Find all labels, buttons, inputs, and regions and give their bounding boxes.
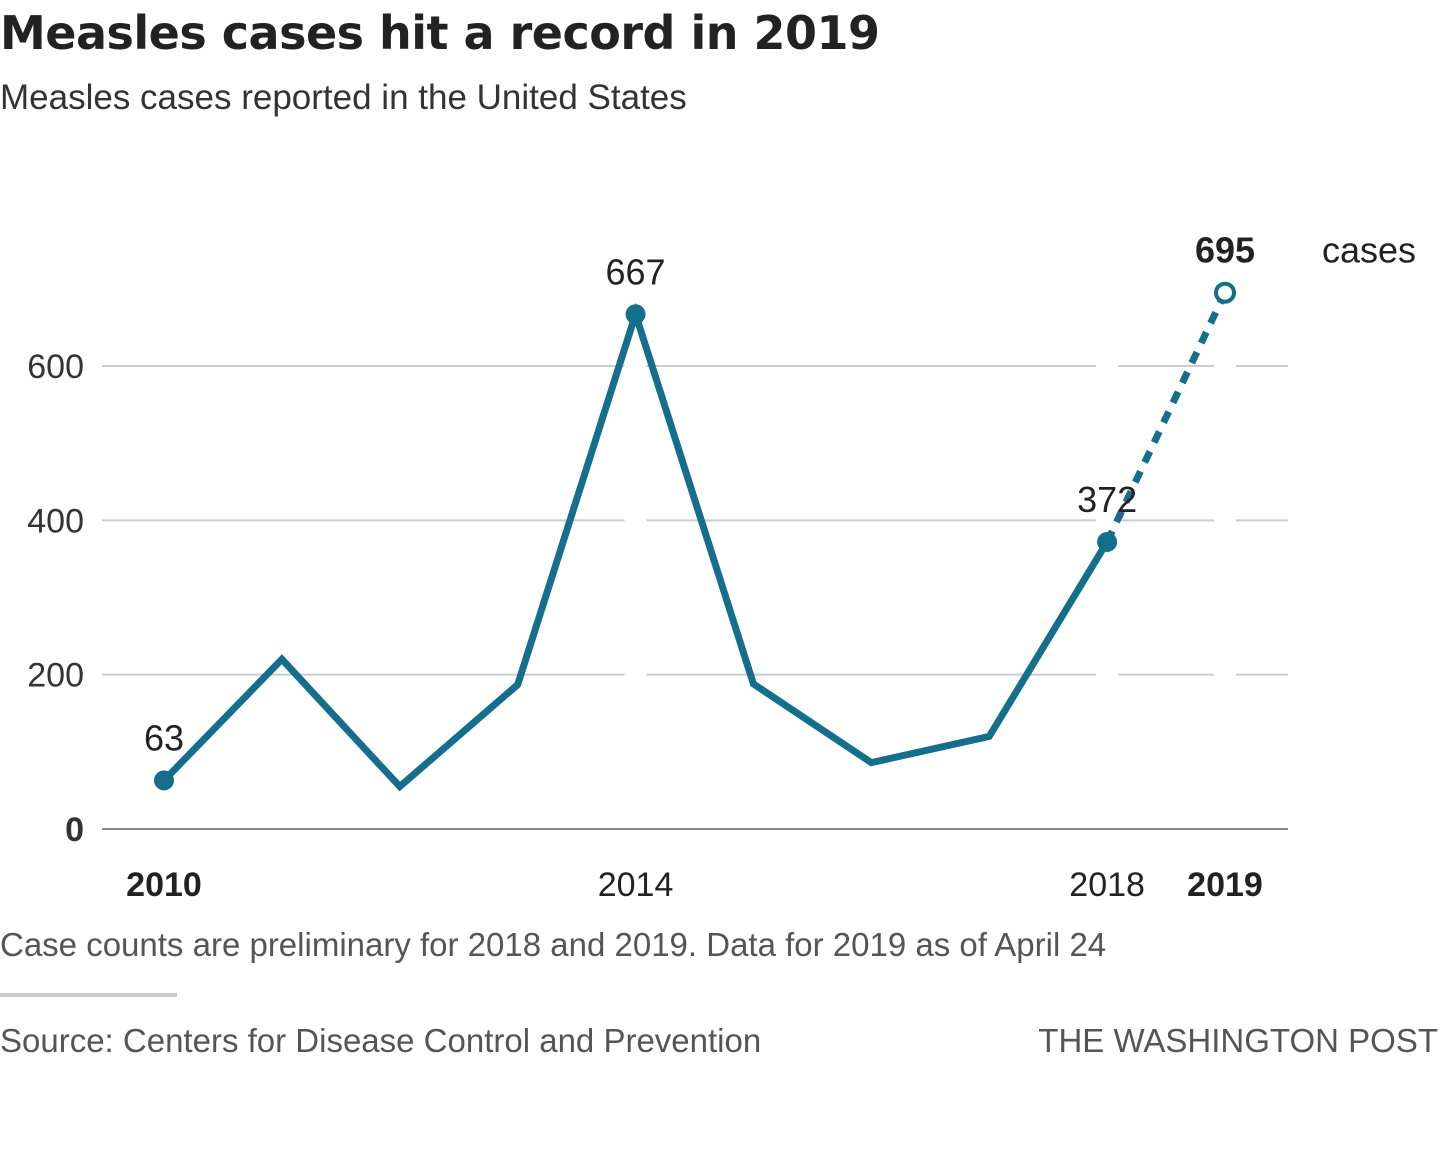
source-line: Source: Centers for Disease Control and … — [0, 1022, 762, 1059]
chart-subtitle: Measles cases reported in the United Sta… — [0, 78, 687, 117]
gridline-gap-2019 — [1214, 288, 1236, 827]
y-tick-label-400: 400 — [27, 502, 84, 540]
x-tick-label-2018: 2018 — [1069, 866, 1145, 904]
data-label-2019: 695 — [1195, 230, 1255, 271]
series-line-dashed — [1103, 291, 1229, 544]
x-tick-label-2014: 2014 — [598, 866, 674, 904]
chart-note: Case counts are preliminary for 2018 and… — [0, 926, 1107, 963]
gridline-gap-2014 — [624, 288, 647, 827]
data-label-2010: 63 — [144, 717, 184, 758]
y-tick-label-600: 600 — [27, 348, 84, 386]
data-point-2010 — [154, 770, 174, 791]
x-tick-label-2019: 2019 — [1187, 866, 1263, 904]
data-point-2014 — [625, 304, 646, 325]
publisher-credit: THE WASHINGTON POST — [1038, 1022, 1438, 1059]
data-label-2014: 667 — [606, 251, 666, 292]
unit-label: cases — [1322, 230, 1416, 271]
gridline-gap-2018 — [1096, 288, 1119, 827]
y-tick-label-200: 200 — [27, 657, 84, 695]
data-point-2018 — [1097, 531, 1118, 552]
data-label-2018: 372 — [1077, 479, 1137, 520]
data-point-2019 — [1214, 281, 1236, 304]
y-tick-label-0: 0 — [65, 811, 84, 849]
chart-title: Measles cases hit a record in 2019 — [0, 6, 880, 60]
x-tick-label-2010: 2010 — [126, 866, 202, 904]
divider — [0, 993, 177, 997]
